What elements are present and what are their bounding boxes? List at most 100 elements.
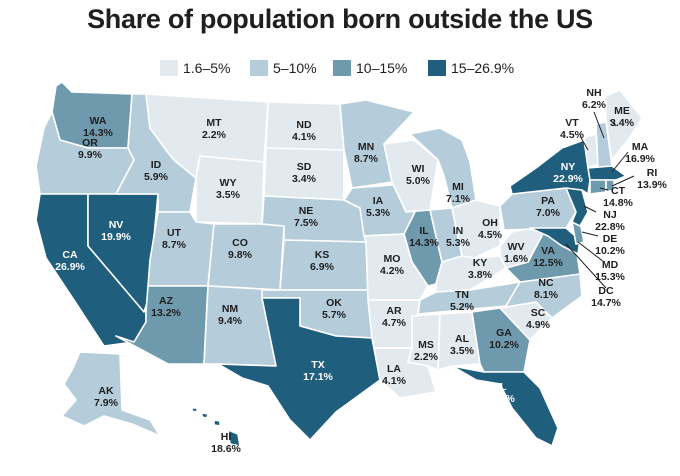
state-label-mt: MT 2.2% <box>202 117 227 141</box>
state-label-wi: WI 5.0% <box>406 163 431 187</box>
state-label-in: IN 5.3% <box>446 225 471 249</box>
state-value-vt: 4.5% <box>560 129 585 141</box>
state-value-wi: 5.0% <box>406 175 431 187</box>
legend: 1.6–5% 5–10% 10–15% 15–26.9% <box>0 57 680 79</box>
state-label-ia: IA 5.3% <box>366 195 391 219</box>
state-abbr-ga: GA <box>496 327 512 339</box>
state-abbr-tx: TX <box>311 359 324 371</box>
leader-line-nh <box>593 111 605 139</box>
state-value-wa: 14.3% <box>83 127 113 139</box>
state-value-tx: 17.1% <box>303 371 333 383</box>
legend-label-bin-0: 1.6–5% <box>183 60 231 76</box>
state-value-ok: 5.7% <box>322 309 347 321</box>
state-label-nc: NC 8.1% <box>534 277 559 301</box>
leader-line-ct <box>599 187 609 191</box>
state-label-ny: NY 22.9% <box>553 161 583 185</box>
state-value-hi: 18.6% <box>211 443 241 455</box>
state-value-az: 13.2% <box>151 307 181 319</box>
state-value-il: 14.3% <box>409 237 439 249</box>
state-abbr-va: VA <box>541 245 555 257</box>
state-label-wy: WY 3.5% <box>216 177 241 201</box>
state-value-mn: 8.7% <box>354 153 379 165</box>
legend-item-bin-1: 5–10% <box>250 57 317 79</box>
leader-line-vt <box>579 135 589 151</box>
state-value-ut: 8.7% <box>162 239 187 251</box>
state-abbr-ks: KS <box>315 249 330 261</box>
state-label-la: LA 4.1% <box>382 363 407 387</box>
state-abbr-mt: MT <box>206 117 222 129</box>
state-label-tx: TX 17.1% <box>303 359 333 383</box>
state-label-sd: SD 3.4% <box>292 161 317 185</box>
state-abbr-nm: NM <box>222 303 239 315</box>
state-value-ky: 3.8% <box>468 269 493 281</box>
state-shape-hi-3 <box>201 412 209 419</box>
state-value-nj: 22.8% <box>595 221 625 233</box>
legend-label-bin-2: 10–15% <box>356 60 408 76</box>
state-value-ca: 26.9% <box>55 261 85 273</box>
leader-line-nj <box>583 205 597 213</box>
state-abbr-ca: CA <box>62 249 78 261</box>
state-label-pa: PA 7.0% <box>536 195 561 219</box>
state-label-il: IL 14.3% <box>409 225 439 249</box>
state-label-ut: UT 8.7% <box>162 227 187 251</box>
state-value-wv: 1.6% <box>504 253 529 265</box>
state-shape-wv <box>499 227 547 269</box>
state-value-nm: 9.4% <box>218 315 243 327</box>
state-abbr-or: OR <box>82 137 98 149</box>
state-abbr-ne: NE <box>299 205 314 217</box>
state-value-ma: 16.9% <box>625 153 655 165</box>
state-label-ar: AR 4.7% <box>382 305 407 329</box>
state-label-nv: NV 19.9% <box>101 219 131 243</box>
state-abbr-al: AL <box>455 333 470 345</box>
state-label-nm: NM 9.4% <box>218 303 243 327</box>
state-shape-ny <box>509 139 591 195</box>
state-abbr-oh: OH <box>482 217 498 229</box>
state-label-me: ME 3.4% <box>610 105 635 129</box>
state-label-wa: WA 14.3% <box>83 115 113 139</box>
state-value-or: 9.9% <box>78 149 103 161</box>
state-abbr-sd: SD <box>297 161 312 173</box>
state-shape-al <box>437 311 481 371</box>
state-abbr-nv: NV <box>109 219 124 231</box>
state-abbr-dc: DC <box>598 285 614 297</box>
state-abbr-ri: RI <box>647 167 658 179</box>
state-value-sd: 3.4% <box>292 173 317 185</box>
legend-item-bin-2: 10–15% <box>333 57 407 79</box>
state-abbr-in: IN <box>453 225 464 237</box>
state-abbr-nj: NJ <box>603 209 617 221</box>
legend-swatch-bin-1 <box>250 60 268 76</box>
state-label-ca: CA 26.9% <box>55 249 85 273</box>
state-label-mn: MN 8.7% <box>354 141 379 165</box>
state-label-co: CO 9.8% <box>228 237 253 261</box>
state-abbr-de: DE <box>603 233 618 245</box>
state-abbr-fl: FL <box>494 381 507 393</box>
state-abbr-wa: WA <box>90 115 107 127</box>
state-abbr-co: CO <box>232 237 248 249</box>
state-abbr-ak: AK <box>98 385 114 397</box>
state-value-nh: 6.2% <box>582 99 607 111</box>
state-value-ar: 4.7% <box>382 317 407 329</box>
state-value-de: 10.2% <box>595 245 625 257</box>
state-label-vt: VT 4.5% <box>560 117 585 141</box>
state-abbr-ky: KY <box>473 257 488 269</box>
state-abbr-wi: WI <box>412 163 425 175</box>
state-label-ri: RI 13.9% <box>637 167 667 191</box>
state-abbr-vt: VT <box>565 117 579 129</box>
state-value-ga: 10.2% <box>489 339 519 351</box>
state-abbr-ut: UT <box>167 227 182 239</box>
state-abbr-nc: NC <box>538 277 554 289</box>
state-abbr-hi: HI <box>221 431 232 443</box>
state-label-ne: NE 7.5% <box>294 205 319 229</box>
state-abbr-ct: CT <box>611 185 626 197</box>
state-value-fl: 20.9% <box>485 393 515 405</box>
state-abbr-mn: MN <box>358 141 374 153</box>
state-value-sc: 4.9% <box>526 319 551 331</box>
state-label-az: AZ 13.2% <box>151 295 181 319</box>
state-value-me: 3.4% <box>610 117 635 129</box>
state-value-md: 15.3% <box>595 271 625 283</box>
state-label-nh: NH 6.2% <box>582 87 607 111</box>
state-value-nv: 19.9% <box>101 231 131 243</box>
state-value-ny: 22.9% <box>553 173 583 185</box>
state-value-dc: 14.7% <box>591 297 621 309</box>
